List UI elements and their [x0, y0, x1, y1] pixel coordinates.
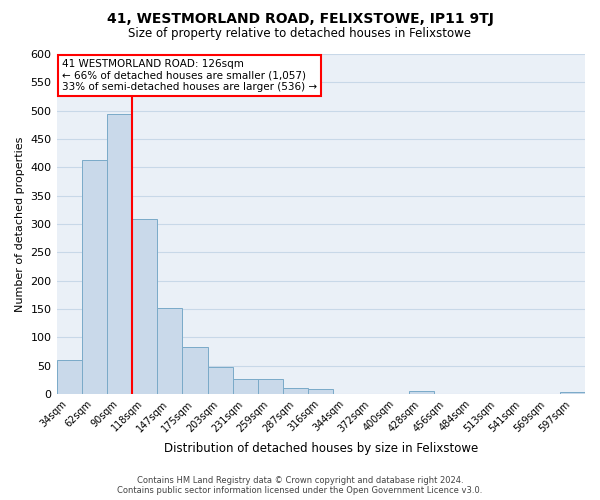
Bar [82, 160, 107, 394]
Bar [107, 114, 132, 394]
Text: 41 WESTMORLAND ROAD: 126sqm
← 66% of detached houses are smaller (1,057)
33% of : 41 WESTMORLAND ROAD: 126sqm ← 66% of det… [62, 59, 317, 92]
Bar [208, 368, 233, 394]
Bar [409, 391, 434, 394]
Text: Size of property relative to detached houses in Felixstowe: Size of property relative to detached ho… [128, 28, 472, 40]
Bar [233, 379, 258, 394]
Text: 41, WESTMORLAND ROAD, FELIXSTOWE, IP11 9TJ: 41, WESTMORLAND ROAD, FELIXSTOWE, IP11 9… [107, 12, 493, 26]
Text: Contains HM Land Registry data © Crown copyright and database right 2024.
Contai: Contains HM Land Registry data © Crown c… [118, 476, 482, 495]
Bar [283, 388, 308, 394]
Bar [560, 392, 585, 394]
X-axis label: Distribution of detached houses by size in Felixstowe: Distribution of detached houses by size … [164, 442, 478, 455]
Bar [157, 308, 182, 394]
Bar [132, 220, 157, 394]
Bar [182, 348, 208, 394]
Bar [258, 378, 283, 394]
Bar [56, 360, 82, 394]
Bar [308, 390, 334, 394]
Y-axis label: Number of detached properties: Number of detached properties [15, 136, 25, 312]
